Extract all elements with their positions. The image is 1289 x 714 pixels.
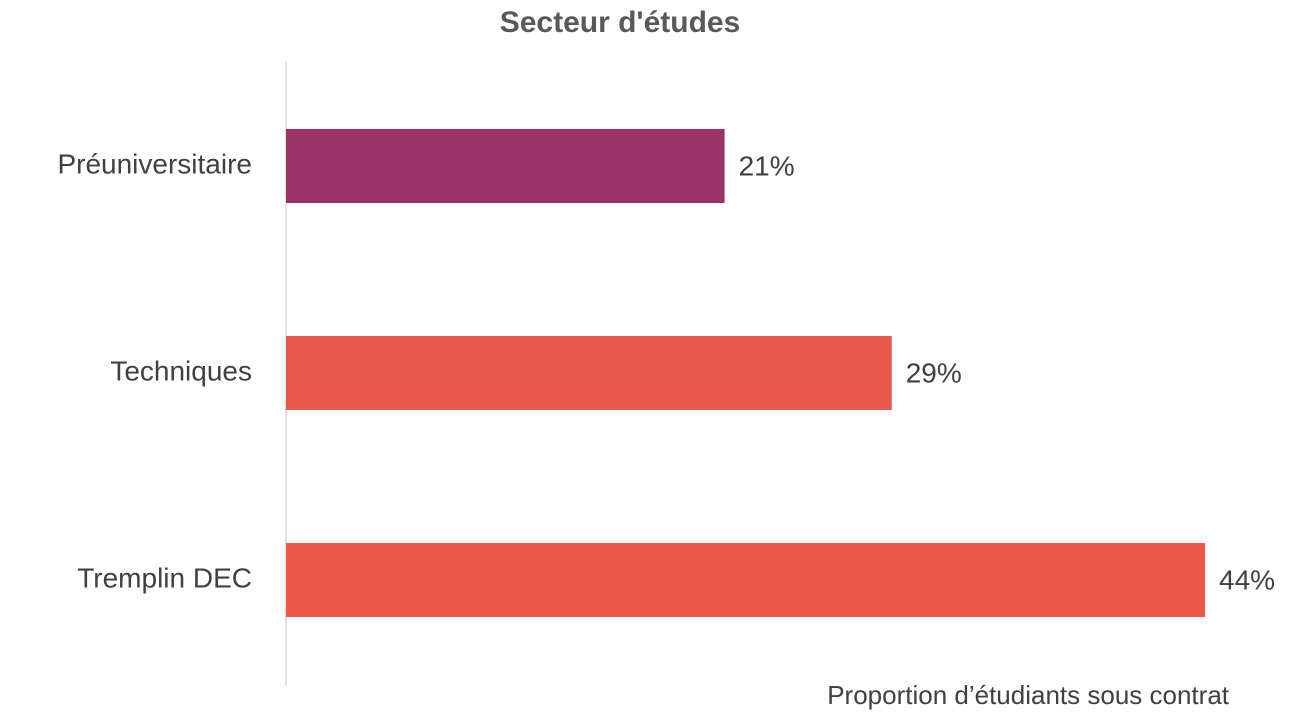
chart-title: Secteur d'études [499,6,741,39]
bar-preuniversitaire [286,129,725,203]
data-label-techniques: 29% [906,357,962,388]
category-label-techniques: Techniques [110,355,252,386]
data-label-tremplin-dec: 44% [1219,564,1275,595]
data-label-preuniversitaire: 21% [739,150,795,181]
bar-techniques [286,336,892,410]
bars: Préuniversitaire 21% Techniques 29% Tremplin… [57,129,1275,617]
bar-tremplin-dec [286,543,1205,617]
category-label-preuniversitaire: Préuniversitaire [57,148,252,179]
category-label-tremplin-dec: Tremplin DEC [77,562,252,593]
x-axis-label: Proportion d’étudiants sous contrat [827,680,1229,710]
